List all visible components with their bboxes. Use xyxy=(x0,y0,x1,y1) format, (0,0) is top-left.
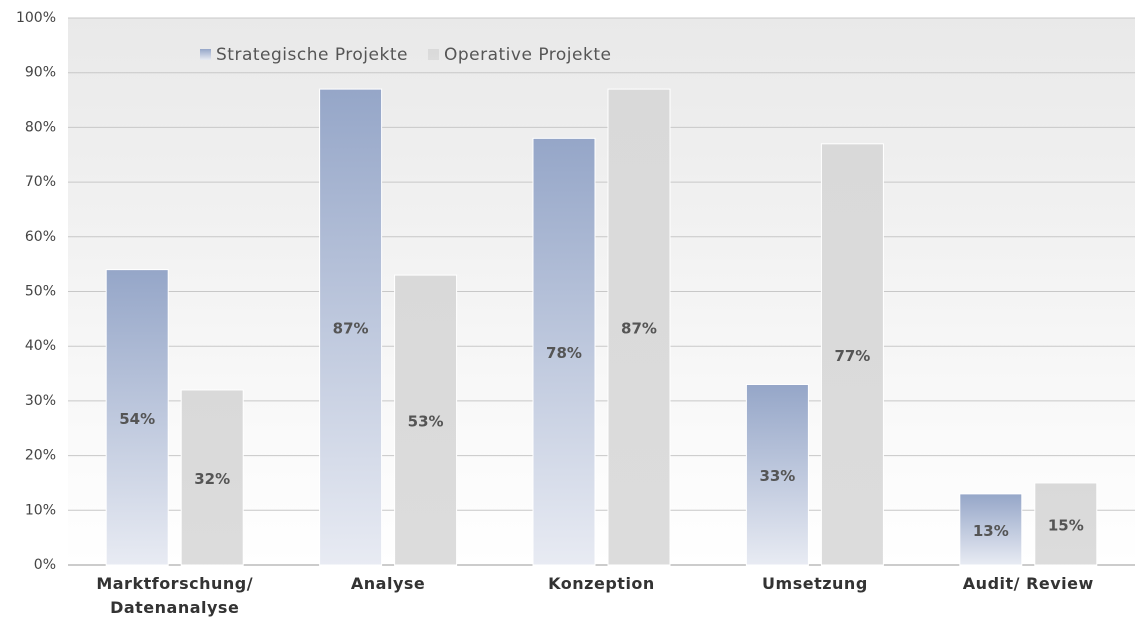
value-label: 54% xyxy=(119,410,155,428)
y-tick-label: 10% xyxy=(25,502,56,518)
value-label: 77% xyxy=(834,347,870,365)
x-tick-label: Analyse xyxy=(351,574,425,593)
bar xyxy=(959,493,1023,566)
value-label: 15% xyxy=(1048,516,1084,534)
legend-label: Strategische Projekte xyxy=(216,45,408,65)
legend-label: Operative Projekte xyxy=(444,45,611,65)
value-label: 87% xyxy=(333,320,369,338)
value-label: 13% xyxy=(973,522,1009,540)
y-tick-label: 50% xyxy=(25,284,56,300)
y-tick-label: 60% xyxy=(25,229,56,245)
y-tick-label: 0% xyxy=(34,557,56,573)
legend-swatch xyxy=(200,49,211,60)
legend-swatch xyxy=(427,49,439,60)
y-tick-label: 100% xyxy=(16,10,56,26)
y-tick-label: 90% xyxy=(25,65,56,81)
bar xyxy=(607,88,671,566)
value-label: 32% xyxy=(194,470,230,488)
bar xyxy=(394,274,458,566)
x-tick-label: Konzeption xyxy=(548,574,655,593)
y-tick-label: 70% xyxy=(25,174,56,190)
y-tick-label: 30% xyxy=(25,393,56,409)
value-label: 33% xyxy=(759,467,795,485)
y-tick-label: 40% xyxy=(25,338,56,354)
bar xyxy=(105,269,169,566)
bar xyxy=(745,383,809,566)
x-tick-label: Umsetzung xyxy=(762,574,868,593)
y-tick-label: 20% xyxy=(25,448,56,464)
y-tick-label: 80% xyxy=(25,119,56,135)
value-label: 87% xyxy=(621,320,657,338)
bar xyxy=(820,143,884,566)
bar xyxy=(532,137,596,566)
bar xyxy=(1034,482,1098,566)
x-tick-label: Audit/ Review xyxy=(963,574,1094,593)
value-label: 78% xyxy=(546,344,582,362)
value-label: 53% xyxy=(408,413,444,431)
bar xyxy=(180,389,244,566)
bar xyxy=(319,88,383,566)
x-tick-label: Marktforschung/Datenanalyse xyxy=(96,574,253,617)
